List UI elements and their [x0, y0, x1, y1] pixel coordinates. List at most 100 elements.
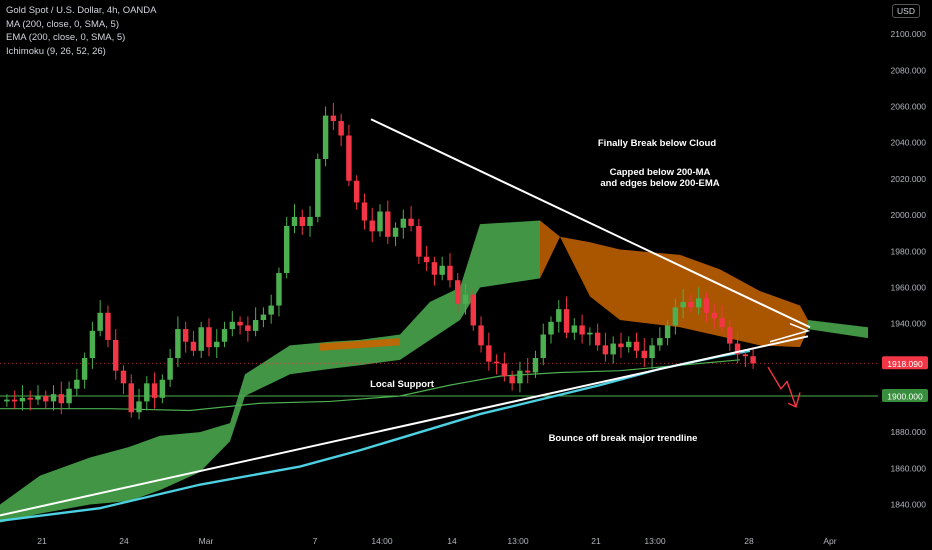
candle-body[interactable]	[548, 321, 554, 335]
candle-body[interactable]	[58, 394, 65, 404]
candle-body[interactable]	[214, 341, 220, 348]
candle-body[interactable]	[594, 332, 601, 346]
candle-body[interactable]	[105, 312, 111, 340]
candle-body[interactable]	[4, 399, 10, 402]
candle-body[interactable]	[11, 399, 18, 402]
candle-body[interactable]	[455, 280, 461, 304]
candle-body[interactable]	[159, 379, 166, 398]
candle-body[interactable]	[221, 329, 228, 342]
candle-body[interactable]	[35, 396, 41, 400]
candle-body[interactable]	[524, 370, 531, 373]
candle-body[interactable]	[431, 262, 438, 275]
candle-body[interactable]	[478, 325, 484, 346]
candle-body[interactable]	[346, 135, 352, 181]
candle-body[interactable]	[727, 327, 733, 344]
candle-body[interactable]	[423, 256, 430, 263]
currency-button[interactable]: USD	[892, 4, 920, 18]
candle-body[interactable]	[392, 227, 399, 237]
candle-body[interactable]	[695, 298, 702, 308]
candle-body[interactable]	[81, 358, 88, 380]
candle-body[interactable]	[649, 345, 655, 359]
candle-body[interactable]	[493, 361, 500, 364]
candle-body[interactable]	[361, 202, 368, 221]
candle-body[interactable]	[268, 305, 274, 315]
candle-body[interactable]	[439, 265, 445, 275]
candle-body[interactable]	[447, 265, 453, 281]
candle-body[interactable]	[416, 225, 422, 257]
candle-body[interactable]	[532, 358, 539, 373]
candle-body[interactable]	[190, 341, 197, 351]
candle-body[interactable]	[680, 301, 686, 308]
candle-body[interactable]	[734, 343, 741, 355]
candle-body[interactable]	[144, 383, 150, 402]
candle-body[interactable]	[353, 180, 360, 203]
candle-body[interactable]	[182, 329, 189, 342]
candle-body[interactable]	[206, 327, 212, 348]
candle-body[interactable]	[252, 320, 259, 331]
candle-body[interactable]	[672, 307, 679, 326]
candle-body[interactable]	[742, 354, 749, 357]
candle-body[interactable]	[385, 211, 391, 237]
candle-body[interactable]	[151, 383, 158, 398]
candle-body[interactable]	[719, 318, 725, 328]
candle-body[interactable]	[626, 341, 632, 348]
candle-body[interactable]	[284, 225, 290, 273]
candle-body[interactable]	[315, 159, 321, 217]
candle-body[interactable]	[50, 394, 57, 402]
candle-body[interactable]	[470, 294, 476, 326]
candle-body[interactable]	[175, 329, 181, 359]
candle-body[interactable]	[618, 343, 624, 348]
candle-body[interactable]	[657, 338, 663, 346]
candle-body[interactable]	[66, 388, 72, 404]
candle-body[interactable]	[400, 218, 407, 228]
candle-body[interactable]	[120, 370, 127, 384]
candle-body[interactable]	[517, 370, 523, 384]
candle-body[interactable]	[688, 301, 694, 308]
candle-body[interactable]	[509, 376, 515, 384]
candle-body[interactable]	[27, 397, 33, 400]
candle-body[interactable]	[579, 325, 585, 335]
candle-body[interactable]	[633, 341, 640, 351]
candle-body[interactable]	[167, 358, 173, 380]
candle-body[interactable]	[602, 345, 609, 355]
candle-body[interactable]	[229, 321, 236, 330]
candle-body[interactable]	[703, 298, 710, 313]
candle-body[interactable]	[89, 330, 96, 359]
candle-body[interactable]	[556, 309, 562, 322]
candle-body[interactable]	[237, 321, 243, 326]
candle-body[interactable]	[641, 350, 648, 359]
candle-body[interactable]	[501, 363, 508, 377]
candle-body[interactable]	[136, 401, 142, 413]
candle-body[interactable]	[664, 325, 671, 339]
candle-body[interactable]	[330, 115, 337, 122]
candle-body[interactable]	[276, 272, 282, 306]
candle-body[interactable]	[307, 216, 313, 226]
candle-body[interactable]	[74, 379, 80, 389]
candle-body[interactable]	[299, 216, 305, 226]
candle-body[interactable]	[571, 325, 578, 333]
candle-body[interactable]	[198, 327, 204, 351]
candle-body[interactable]	[377, 211, 383, 232]
candle-body[interactable]	[369, 220, 375, 232]
candle-body[interactable]	[245, 325, 251, 331]
candle-body[interactable]	[610, 343, 616, 355]
candle-body[interactable]	[97, 312, 103, 331]
candle-body[interactable]	[486, 345, 492, 362]
candle-body[interactable]	[112, 339, 119, 371]
trendline-support[interactable]	[0, 335, 809, 517]
candle-body[interactable]	[711, 312, 717, 319]
candle-body[interactable]	[291, 216, 298, 226]
candle-body[interactable]	[408, 218, 414, 226]
candle-body[interactable]	[587, 332, 593, 335]
candle-body[interactable]	[260, 314, 267, 321]
candle-body[interactable]	[43, 396, 49, 402]
candle-body[interactable]	[338, 121, 344, 136]
trendline-resistance[interactable]	[370, 118, 811, 329]
candle-body[interactable]	[322, 115, 329, 160]
candle-body[interactable]	[750, 356, 756, 364]
candle-body[interactable]	[128, 383, 134, 413]
candle-body[interactable]	[563, 309, 570, 333]
candle-body[interactable]	[462, 294, 469, 304]
candle-body[interactable]	[19, 397, 26, 402]
